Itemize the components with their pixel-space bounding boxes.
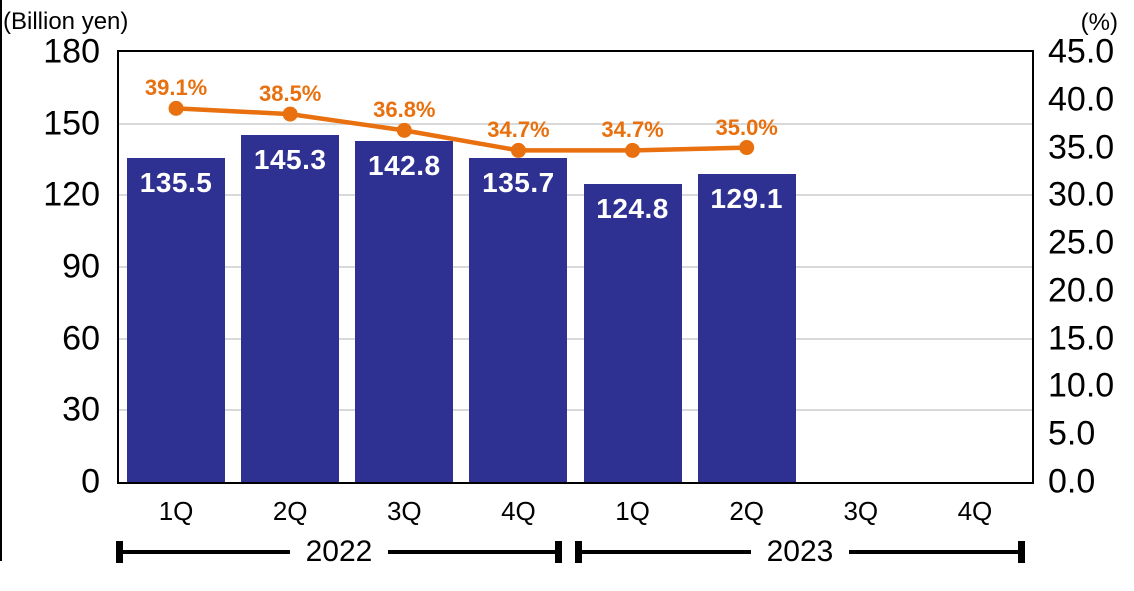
bar-value-label: 135.5 — [139, 167, 213, 199]
bar: 135.7 — [469, 157, 568, 482]
bar: 145.3 — [241, 134, 340, 482]
line-point-marker — [625, 142, 641, 158]
left-axis-tick: 60 — [62, 319, 100, 358]
bar: 129.1 — [697, 173, 796, 482]
line-value-label: 38.5% — [258, 81, 322, 107]
gridline — [119, 122, 1032, 125]
bar-value-label: 142.8 — [368, 149, 441, 181]
line-value-label: 35.0% — [715, 114, 778, 140]
x-category-label: 3Q — [386, 496, 422, 526]
gridline — [119, 194, 1032, 197]
right-axis-unit-label: (%) — [1080, 9, 1118, 36]
bar-value-label: 124.8 — [596, 192, 669, 224]
left-edge-line — [0, 0, 2, 561]
line-point-marker — [396, 122, 412, 138]
right-axis-tick: 35.0 — [1048, 128, 1115, 167]
bracket-cap — [575, 541, 582, 563]
x-category-label: 1Q — [615, 496, 650, 526]
x-category-label: 4Q — [501, 496, 536, 526]
left-axis-tick: 180 — [43, 32, 100, 71]
gridline — [119, 409, 1032, 412]
right-axis-tick: 5.0 — [1048, 414, 1096, 453]
right-axis-tick: 10.0 — [1048, 366, 1115, 405]
right-axis-tick: 15.0 — [1048, 319, 1115, 358]
gridline — [119, 266, 1032, 268]
year-bracket-2023: 2023 — [575, 535, 1025, 568]
line-value-label: 34.7% — [601, 117, 664, 143]
left-axis-tick: 90 — [62, 247, 100, 286]
bar-value-label: 129.1 — [710, 182, 783, 214]
bracket-cap — [1018, 541, 1025, 563]
year-label-2022: 2022 — [305, 535, 373, 568]
right-axis-tick: 45.0 — [1048, 32, 1115, 71]
bar: 124.8 — [583, 183, 682, 482]
bracket-line — [849, 550, 1018, 554]
x-category-label: 1Q — [158, 496, 194, 526]
x-category-label: 3Q — [843, 496, 879, 526]
year-label-2023: 2023 — [766, 535, 834, 568]
left-axis-tick: 30 — [62, 390, 100, 429]
bar: 135.5 — [127, 158, 226, 482]
line-value-label: 36.8% — [373, 97, 436, 123]
x-category-label: 2Q — [729, 496, 765, 526]
bar-value-label: 145.3 — [253, 143, 327, 175]
x-category-label: 2Q — [272, 496, 308, 526]
line-point-marker — [510, 142, 526, 158]
ratio-line — [175, 106, 747, 153]
left-axis-tick: 0 — [81, 462, 100, 501]
line-point-marker — [739, 140, 755, 156]
ratio-line-series — [168, 100, 755, 158]
right-axis-tick: 20.0 — [1048, 271, 1115, 310]
bracket-cap — [555, 541, 562, 563]
right-axis-tick: 30.0 — [1048, 175, 1115, 214]
x-category-label: 4Q — [957, 496, 993, 526]
right-axis-tick: 0.0 — [1048, 462, 1096, 501]
line-value-label: 39.1% — [144, 75, 208, 101]
left-axis-tick: 150 — [43, 104, 100, 143]
right-axis-tick: 25.0 — [1048, 223, 1115, 262]
gridline — [119, 337, 1032, 340]
line-value-label: 34.7% — [487, 117, 550, 143]
plot-area: 135.5 145.3 142.8 135.7 124.8 129.1 39.1% 38.5%… — [117, 50, 1034, 484]
bracket-line — [123, 550, 290, 554]
bar: 142.8 — [355, 140, 454, 482]
bracket-line — [388, 550, 555, 554]
line-point-marker — [168, 100, 184, 116]
line-point-marker — [282, 106, 298, 122]
right-axis-tick: 40.0 — [1048, 80, 1115, 119]
left-axis-unit-label: (Billion yen) — [3, 8, 129, 35]
bracket-cap — [116, 541, 123, 563]
year-bracket-2022: 2022 — [116, 535, 562, 568]
bracket-line — [582, 550, 751, 554]
left-axis-tick: 120 — [43, 175, 100, 214]
bar-value-label: 135.7 — [482, 166, 555, 198]
